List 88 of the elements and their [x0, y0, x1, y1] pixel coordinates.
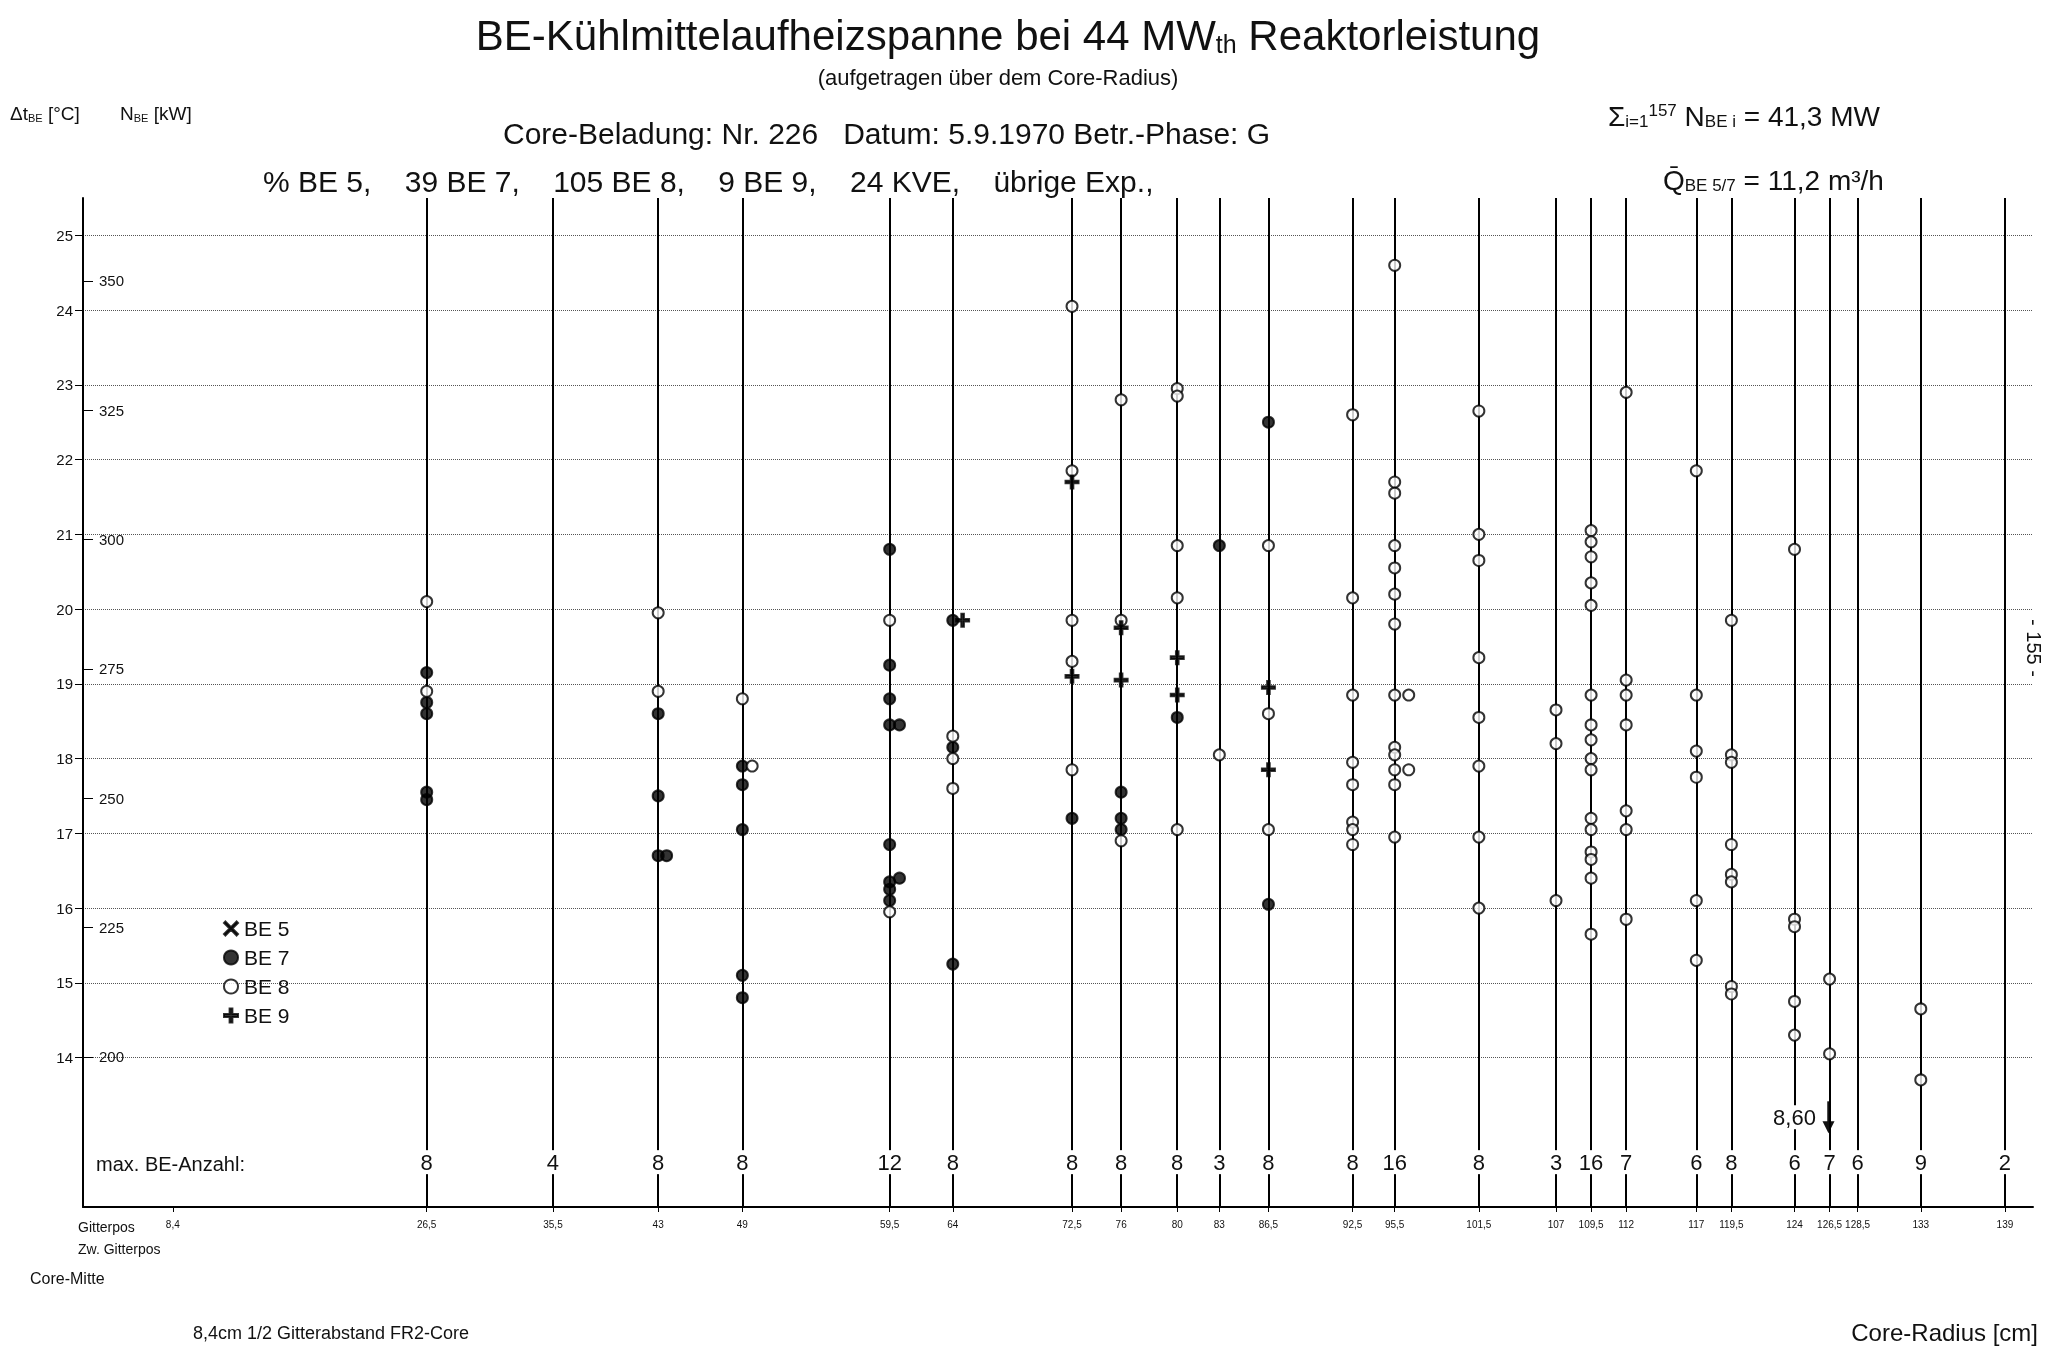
y-tick-label: 19: [56, 675, 73, 693]
annotation: 6: [1788, 1149, 1801, 1175]
annotation: 8,60: [1773, 1104, 1816, 1130]
annotation: 6: [1690, 1149, 1703, 1175]
annotation: 8: [1725, 1149, 1738, 1175]
legend-label: BE 5: [244, 917, 290, 940]
x-tick-label: 72,5: [1062, 1218, 1083, 1230]
x-tick-label: 112: [1618, 1218, 1635, 1230]
annotation: 8: [1115, 1149, 1128, 1175]
x-tick-label: 124: [1786, 1218, 1804, 1230]
y-tick-label: 24: [56, 301, 73, 319]
y-tick-label: 23: [56, 376, 73, 394]
annotation: 6: [1851, 1149, 1864, 1175]
annotation: 3: [1549, 1149, 1563, 1175]
text: Core-Mitte: [30, 1269, 105, 1287]
annotation: 7: [1620, 1149, 1633, 1175]
annotation: max. BE-Anzahl:: [96, 1153, 245, 1175]
annotation: 8: [1171, 1149, 1184, 1175]
annotation: 16: [1382, 1149, 1407, 1175]
x-tick-label: 139: [1996, 1218, 2014, 1230]
x-tick-label: 8,4: [165, 1218, 181, 1230]
annotation: - 155 -: [2023, 619, 2045, 677]
annotation: 7: [1823, 1149, 1836, 1175]
text: Q̄BE 5/7 = 11,2 m³/h: [1663, 164, 1884, 196]
y2-tick-label: 225: [99, 919, 125, 937]
x-axis-title: Core-Radius [cm]: [1851, 1318, 2038, 1346]
x-tick-label: 101,5: [1466, 1218, 1492, 1230]
x-tick-label: 59,5: [879, 1218, 900, 1230]
annotation: 8: [1262, 1149, 1275, 1175]
annotation: 8: [1065, 1149, 1079, 1175]
annotation: 4: [546, 1149, 560, 1175]
x-tick-label: 26,5: [416, 1218, 437, 1230]
annotation: 2: [1998, 1149, 2012, 1175]
x-tick-label: 92,5: [1342, 1218, 1363, 1230]
x-tick-label: 43: [652, 1218, 665, 1230]
text: Zw. Gitterpos: [78, 1241, 161, 1257]
y-tick-label: 20: [56, 600, 73, 618]
y2-tick-label: 350: [99, 272, 125, 290]
y2-axis-title: NBE [kW]: [120, 103, 192, 124]
annotation: 9: [1914, 1149, 1927, 1175]
y2-tick-label: 275: [99, 660, 125, 678]
y-axis-title: ΔtBE [°C]: [10, 103, 80, 124]
x-tick-label: 95,5: [1384, 1218, 1405, 1230]
y-tick-label: 16: [56, 899, 73, 917]
x-tick-label: 80: [1171, 1218, 1184, 1230]
annotation: 8: [736, 1149, 749, 1175]
y2-tick-label: 200: [99, 1048, 125, 1066]
x-tick-label: 117: [1688, 1218, 1705, 1230]
x-tick-label: 35,5: [543, 1218, 564, 1230]
y-tick-label: 21: [56, 525, 73, 543]
annotation: 8: [652, 1149, 665, 1175]
chart-title: BE-Kühlmittelaufheizspanne bei 44 MWth Reaktorleistung: [475, 11, 1541, 59]
annotation: 8: [946, 1149, 959, 1175]
text: Σi=1157 NBE i= 41,3 MW: [1608, 100, 1881, 132]
x-tick-label: 49: [736, 1218, 749, 1230]
y2-tick-label: 300: [99, 531, 125, 549]
annotation: 8: [1346, 1149, 1359, 1175]
chart-subtitle: (aufgetragen über dem Core-Radius): [817, 64, 1179, 90]
x-tick-label: 126,5: [1817, 1218, 1843, 1230]
text: % BE 5, 39 BE 7, 105 BE 8, 9 BE 9, 24 KVE, übrige Exp.,: [263, 164, 1154, 198]
y-tick-label: 15: [56, 974, 73, 992]
x-tick-label: 83: [1213, 1218, 1226, 1230]
x-tick-label: 76: [1115, 1218, 1128, 1230]
annotation: 3: [1213, 1149, 1226, 1175]
text: 8,4cm 1/2 Gitterabstand FR2-Core: [193, 1323, 470, 1343]
x-tick-label: 107: [1547, 1218, 1565, 1230]
x-tick-label: 109,5: [1578, 1218, 1605, 1230]
y-tick-label: 14: [56, 1049, 73, 1067]
annotation: 12: [877, 1149, 902, 1175]
x-tick-label: 119,5: [1719, 1218, 1744, 1230]
y-tick-label: 25: [56, 226, 73, 244]
legend-label: BE 7: [244, 946, 290, 969]
legend-label: BE 9: [244, 1004, 290, 1027]
y-tick-label: 18: [56, 750, 73, 768]
x-tick-label: 128,5: [1845, 1218, 1871, 1230]
legend-label: BE 8: [244, 975, 290, 998]
x-tick-label: 64: [947, 1218, 959, 1230]
y2-tick-label: 325: [99, 401, 125, 419]
text: Gitterpos: [78, 1219, 135, 1235]
y2-tick-label: 250: [99, 789, 125, 807]
y-tick-label: 17: [56, 824, 73, 842]
annotation: 8: [1472, 1149, 1485, 1175]
x-tick-label: 86,5: [1258, 1218, 1279, 1230]
text: Core-Beladung: Nr. 226 Datum: 5.9.1970 Betr.-Phase: G: [503, 116, 1271, 150]
y-tick-label: 22: [56, 451, 73, 469]
x-tick-label: 133: [1912, 1218, 1930, 1230]
annotation: 8: [420, 1149, 433, 1175]
annotation: 16: [1578, 1149, 1604, 1175]
